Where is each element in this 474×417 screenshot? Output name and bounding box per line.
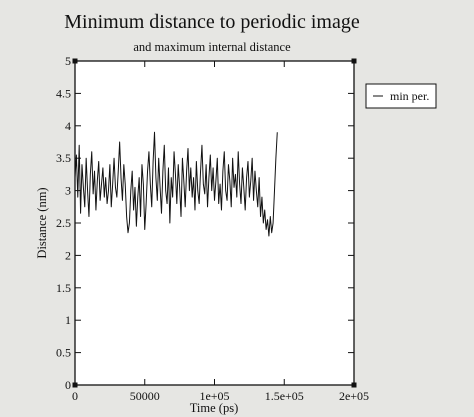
corner-marker xyxy=(351,382,357,388)
y-tick-label: 2 xyxy=(65,248,71,262)
y-axis-ticks: 0 0.5 1 1.5 2 2.5 3 3.5 4 4.5 5 xyxy=(56,54,354,392)
plot-area xyxy=(74,60,355,386)
x-axis-ticks: 0 50000 1e+05 1.5e+05 2e+05 xyxy=(72,58,369,403)
y-tick-label: 3.5 xyxy=(56,151,71,165)
chart-subtitle: and maximum internal distance xyxy=(133,40,291,54)
x-tick-label: 50000 xyxy=(130,389,160,403)
y-tick-label: 0.5 xyxy=(56,346,71,360)
x-tick-label: 0 xyxy=(72,389,78,403)
series-layer xyxy=(74,131,278,237)
series-line-0 xyxy=(74,131,278,237)
y-tick-label: 1 xyxy=(65,313,71,327)
x-tick-label: 2e+05 xyxy=(339,389,369,403)
y-tick-label: 5 xyxy=(65,54,71,68)
y-tick-label: 0 xyxy=(65,378,71,392)
legend-label: min per. xyxy=(390,89,429,103)
y-tick-label: 2.5 xyxy=(56,216,71,230)
x-tick-label: 1e+05 xyxy=(199,389,229,403)
y-tick-label: 1.5 xyxy=(56,281,71,295)
legend: min per. xyxy=(365,83,437,109)
y-axis-label: Distance (nm) xyxy=(35,187,49,258)
corner-marker xyxy=(72,58,78,64)
y-tick-label: 4.5 xyxy=(56,86,71,100)
x-axis-label: Time (ps) xyxy=(190,401,239,415)
y-tick-label: 4 xyxy=(65,119,71,133)
corner-marker xyxy=(351,58,357,64)
chart-title: Minimum distance to periodic image xyxy=(64,11,360,33)
x-tick-label: 1.5e+05 xyxy=(265,389,304,403)
y-tick-label: 3 xyxy=(65,184,71,198)
corner-marker xyxy=(72,382,78,388)
